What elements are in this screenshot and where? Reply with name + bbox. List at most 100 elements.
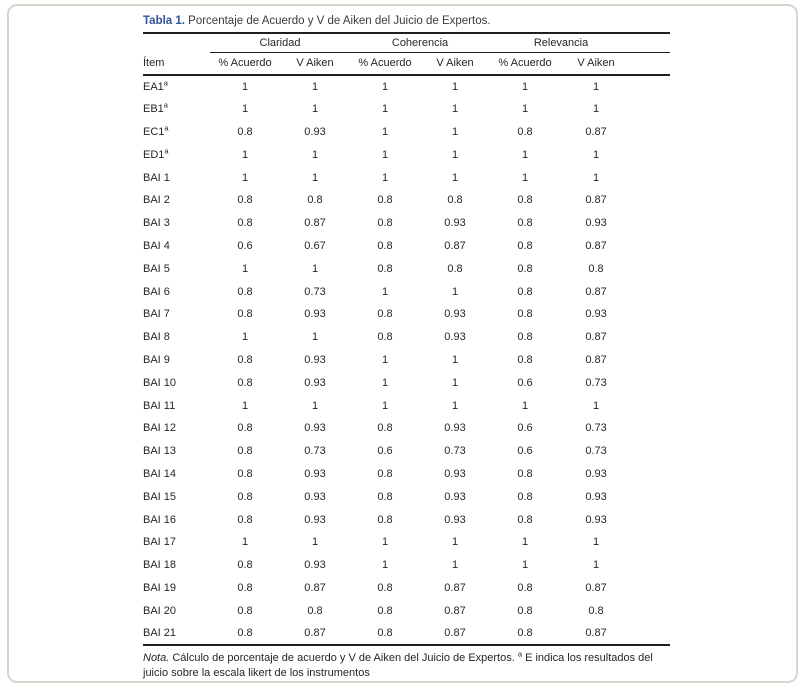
value-cell: 1 [241, 171, 249, 184]
table-body: EA1a 1 1 1 1 1 1 EB1a 1 1 1 1 1 1 EC1a 0.8 0.93 1 1 0.8 0.87… [143, 75, 670, 645]
value-cell: 1 [521, 399, 529, 412]
value-cell: 1 [521, 148, 529, 161]
item-label-text: BAI 4 [143, 239, 170, 252]
value-cell: 0.8 [377, 422, 393, 435]
table-row: EA1a 1 1 1 1 1 1 [143, 75, 670, 98]
item-label: BAI 1 [143, 166, 210, 189]
note-label: Nota. [143, 651, 170, 664]
item-label-text: BAI 9 [143, 353, 170, 366]
value-cell: 0.8 [237, 490, 253, 503]
value-cell: 0.93 [444, 422, 466, 435]
table-note: Nota. Cálculo de porcentaje de acuerdo y… [143, 650, 673, 682]
value-cell: 1 [451, 559, 459, 572]
value-cell: 0.93 [585, 513, 607, 526]
value-cell: 1 [451, 125, 459, 138]
value-cell: 1 [521, 103, 529, 116]
item-label: BAI 2 [143, 189, 210, 212]
value-cell: 0.8 [517, 331, 533, 344]
spacer-cell [632, 75, 670, 98]
group-header-spacer [632, 33, 671, 53]
table-caption: Tabla 1. Porcentaje de Acuerdo y V de Ai… [143, 13, 796, 29]
spacer-cell [632, 440, 670, 463]
column-header-relevancia-acuerdo: % Acuerdo [490, 52, 561, 76]
group-header-claridad: Claridad [210, 33, 350, 53]
column-header-spacer [632, 52, 671, 76]
value-cell: 0.8 [377, 194, 393, 207]
table-row: BAI 8 1 1 0.8 0.93 0.8 0.87 [143, 326, 670, 349]
value-cell: 0.8 [517, 262, 533, 275]
value-cell: 1 [451, 171, 459, 184]
value-cell: 0.67 [304, 239, 326, 252]
table-row: BAI 20 0.8 0.8 0.8 0.87 0.8 0.8 [143, 599, 670, 622]
item-label-text: BAI 12 [143, 422, 177, 435]
table-row: EC1a 0.8 0.93 1 1 0.8 0.87 [143, 121, 670, 144]
value-cell: 0.6 [517, 422, 533, 435]
value-cell: 1 [241, 148, 249, 161]
item-label-text: EA1 [143, 80, 164, 93]
table-row: BAI 17 1 1 1 1 1 1 [143, 531, 670, 554]
item-label-text: BAI 10 [143, 376, 177, 389]
value-cell: 0.8 [307, 194, 323, 207]
item-label-text: BAI 3 [143, 217, 170, 230]
value-cell: 0.8 [517, 125, 533, 138]
item-label-text: BAI 19 [143, 581, 177, 594]
value-cell: 1 [241, 536, 249, 549]
value-cell: 0.8 [237, 308, 253, 321]
table-row: BAI 6 0.8 0.73 1 1 0.8 0.87 [143, 280, 670, 303]
item-label-text: BAI 1 [143, 171, 170, 184]
value-cell: 0.93 [585, 490, 607, 503]
table-content: Tabla 1. Porcentaje de Acuerdo y V de Ai… [9, 6, 796, 682]
spacer-cell [632, 485, 670, 508]
aiken-table: Claridad Coherencia Relevancia Ítem % Ac… [143, 32, 671, 646]
value-cell: 1 [241, 262, 249, 275]
item-superscript: a [163, 100, 168, 110]
table-row: BAI 19 0.8 0.87 0.8 0.87 0.8 0.87 [143, 577, 670, 600]
item-label: BAI 16 [143, 508, 210, 531]
table-row: BAI 4 0.6 0.67 0.8 0.87 0.8 0.87 [143, 235, 670, 258]
value-cell: 0.8 [377, 513, 393, 526]
spacer-cell [632, 531, 670, 554]
value-cell: 0.6 [237, 239, 253, 252]
value-cell: 0.8 [517, 513, 533, 526]
value-cell: 0.87 [585, 581, 607, 594]
value-cell: 1 [451, 399, 459, 412]
value-cell: 0.87 [444, 604, 466, 617]
value-cell: 0.8 [237, 125, 253, 138]
item-label-text: BAI 21 [143, 627, 177, 640]
value-cell: 0.6 [517, 445, 533, 458]
value-cell: 0.93 [304, 376, 326, 389]
spacer-cell [632, 235, 670, 258]
value-cell: 1 [311, 262, 319, 275]
spacer-cell [632, 417, 670, 440]
table-row: BAI 21 0.8 0.87 0.8 0.87 0.8 0.87 [143, 622, 670, 645]
value-cell: 1 [381, 353, 389, 366]
value-cell: 1 [381, 376, 389, 389]
value-cell: 0.8 [517, 604, 533, 617]
value-cell: 0.93 [444, 467, 466, 480]
value-cell: 1 [592, 171, 600, 184]
item-label: BAI 20 [143, 599, 210, 622]
item-label-text: EB1 [143, 103, 164, 116]
value-cell: 0.93 [585, 308, 607, 321]
spacer-cell [632, 326, 670, 349]
value-cell: 0.8 [517, 467, 533, 480]
value-cell: 0.8 [517, 285, 533, 298]
table-row: BAI 1 1 1 1 1 1 1 [143, 166, 670, 189]
value-cell: 0.8 [377, 308, 393, 321]
item-label: BAI 5 [143, 257, 210, 280]
group-header-row: Claridad Coherencia Relevancia [143, 33, 671, 53]
column-header-item: Ítem [143, 52, 210, 76]
value-cell: 1 [521, 536, 529, 549]
value-cell: 0.93 [444, 490, 466, 503]
value-cell: 0.8 [447, 262, 463, 275]
value-cell: 1 [451, 103, 459, 116]
column-header-relevancia-vaiken: V Aiken [560, 52, 633, 76]
item-label: BAI 14 [143, 463, 210, 486]
item-label-text: ED1 [143, 148, 165, 161]
value-cell: 0.8 [377, 490, 393, 503]
item-label-text: BAI 8 [143, 331, 170, 344]
item-superscript: a [164, 123, 169, 133]
item-label: BAI 6 [143, 280, 210, 303]
spacer-cell [632, 257, 670, 280]
item-label: EC1a [143, 121, 210, 144]
